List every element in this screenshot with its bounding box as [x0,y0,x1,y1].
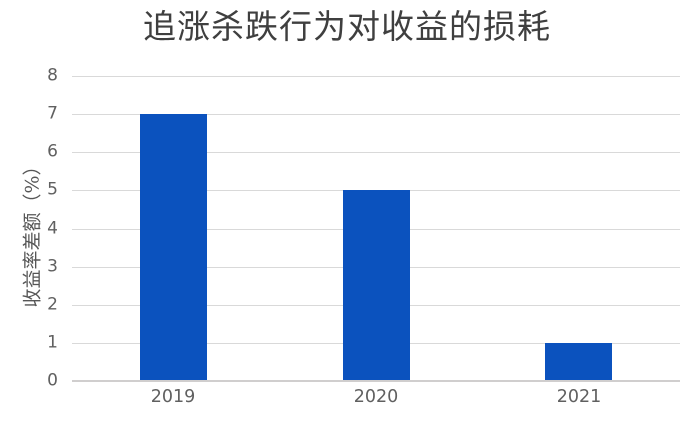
gridline-8 [72,76,680,77]
y-tick-label-8: 8 [47,65,58,86]
chart-title: 追涨杀跌行为对收益的损耗 [143,7,551,46]
bar-2019 [140,114,207,381]
plot-area [72,76,680,382]
y-tick-label-3: 3 [47,256,58,277]
x-axis-line [72,380,680,382]
gridline-6 [72,152,680,154]
y-tick-label-0: 0 [47,370,58,391]
bar-2020 [343,190,410,381]
y-tick-label-1: 1 [47,332,58,353]
x-tick-label-2021: 2021 [556,387,602,407]
y-tick-label-7: 7 [47,103,58,124]
bar-2021 [545,343,612,381]
y-tick-label-5: 5 [47,179,58,200]
y-tick-label-4: 4 [47,218,58,238]
x-tick-label-2020: 2020 [353,387,399,407]
x-tick-label-2019: 2019 [150,387,196,407]
y-tick-label-2: 2 [47,294,58,315]
gridline-7 [72,114,680,116]
y-tick-label-6: 6 [47,141,58,162]
